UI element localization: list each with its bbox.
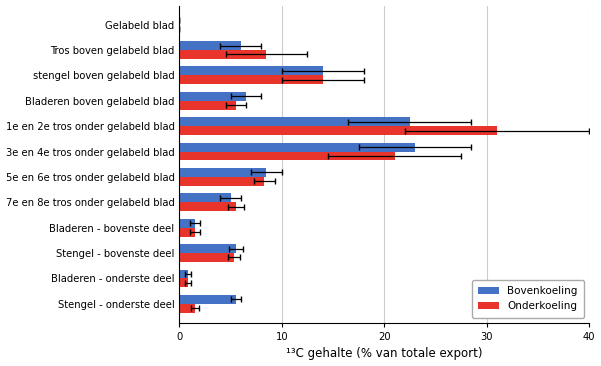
Bar	[180, 67, 323, 75]
Bar	[180, 193, 231, 202]
Bar	[180, 219, 195, 228]
Bar	[180, 41, 241, 50]
Bar	[180, 50, 266, 59]
Bar	[180, 168, 266, 177]
Bar	[180, 228, 195, 236]
Bar	[180, 92, 246, 101]
Bar	[180, 279, 188, 287]
Bar	[180, 202, 236, 211]
Bar	[180, 143, 415, 152]
Bar	[180, 177, 264, 186]
Bar	[180, 75, 323, 84]
Bar	[180, 126, 497, 135]
Bar	[180, 295, 236, 304]
Bar	[180, 152, 394, 160]
Bar	[180, 117, 410, 126]
Bar	[180, 269, 188, 279]
Legend: Bovenkoeling, Onderkoeling: Bovenkoeling, Onderkoeling	[472, 280, 584, 318]
Bar	[180, 101, 236, 110]
Bar	[180, 253, 234, 262]
Bar	[180, 304, 195, 313]
Bar	[180, 244, 236, 253]
X-axis label: ¹³C gehalte (% van totale export): ¹³C gehalte (% van totale export)	[286, 347, 483, 361]
